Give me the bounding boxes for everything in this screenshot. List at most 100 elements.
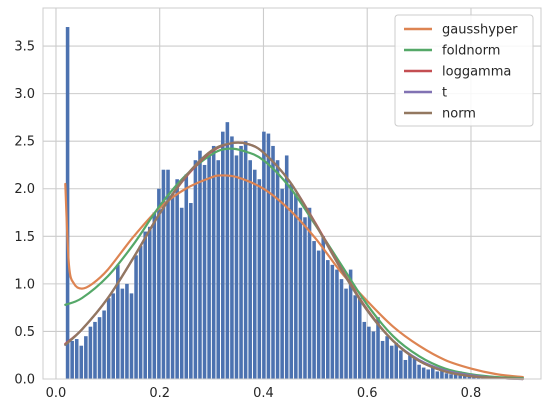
histogram-bar — [339, 279, 344, 379]
histogram-bar — [385, 336, 389, 379]
histogram-bar — [65, 27, 70, 380]
histogram-bar — [284, 155, 289, 379]
histogram-bar — [70, 340, 74, 379]
y-axis-ticks: 0.0 0.5 1.0 1.5 2.0 2.5 3.0 3.5 — [14, 40, 35, 388]
histogram-bar — [330, 264, 335, 379]
histogram-bar — [462, 375, 467, 379]
histogram-bar — [376, 317, 380, 379]
histogram-bar — [303, 217, 307, 379]
histogram-bar — [298, 207, 303, 379]
histogram-bar — [476, 377, 481, 379]
histogram-bar — [230, 136, 234, 379]
histogram-bar — [294, 193, 298, 379]
histogram-bar — [175, 179, 179, 379]
histogram-bar — [184, 174, 189, 379]
legend-label-gausshyper: gausshyper — [442, 23, 518, 38]
y-tick-label: 0.5 — [14, 325, 35, 340]
histogram-bar — [367, 326, 371, 379]
histogram-bar — [243, 141, 248, 379]
histogram-bar — [170, 193, 175, 379]
histogram-bar — [380, 340, 385, 379]
histogram-bar — [307, 207, 312, 379]
histogram-bar — [335, 269, 339, 379]
histogram-bar — [102, 310, 106, 379]
y-tick-label: 2.5 — [14, 135, 35, 150]
histogram-bar — [134, 255, 138, 379]
histogram-bar — [421, 367, 426, 379]
histogram-bar — [266, 133, 271, 379]
histogram-bar — [202, 164, 207, 379]
histogram-bar — [435, 371, 440, 379]
y-tick-label: 3.0 — [14, 87, 35, 102]
histogram-bar — [289, 183, 294, 379]
histogram-bar — [79, 345, 84, 379]
histogram-bar — [275, 160, 280, 379]
histogram-bar — [348, 269, 353, 379]
histogram-bar — [216, 160, 221, 379]
histogram-bar — [453, 373, 458, 379]
legend-label-foldnorm: foldnorm — [442, 44, 500, 59]
legend-label-t: t — [442, 86, 447, 101]
histogram-bar — [316, 250, 321, 379]
histogram-bar — [408, 355, 412, 379]
histogram-bar — [120, 288, 125, 379]
histogram-bar — [326, 260, 330, 379]
histogram-bar — [239, 145, 243, 379]
histogram-bar — [389, 345, 394, 379]
curve-foldnorm — [64, 147, 524, 380]
histogram-bar — [344, 288, 348, 379]
histogram-bar — [93, 321, 97, 379]
histogram-bar — [248, 160, 252, 379]
histogram-bar — [129, 293, 134, 379]
histogram-bar — [138, 245, 143, 379]
histogram-bar — [193, 160, 198, 379]
histogram-bar — [426, 369, 431, 379]
histogram-bar — [262, 131, 266, 379]
histogram-bar — [74, 339, 79, 379]
histogram-bar — [312, 241, 316, 379]
histogram-bar — [412, 358, 417, 379]
histogram-bar — [97, 317, 102, 379]
fitted-curves — [64, 141, 524, 381]
histogram-bar — [234, 155, 239, 379]
y-tick-label: 2.0 — [14, 182, 35, 197]
y-tick-label: 1.0 — [14, 277, 35, 292]
histogram-bar — [225, 122, 230, 380]
histogram-bar — [161, 169, 166, 379]
legend: gausshyper foldnorm loggamma t norm — [394, 14, 534, 127]
legend-label-loggamma: loggamma — [442, 65, 511, 80]
histogram-bar — [362, 321, 367, 379]
histogram-bar — [88, 326, 93, 379]
x-tick-label: 0.0 — [46, 386, 67, 401]
histogram-bar — [157, 188, 161, 379]
y-tick-label: 1.5 — [14, 230, 35, 245]
histogram-bar — [147, 226, 152, 379]
histogram-bar — [403, 359, 408, 379]
histogram-bar — [357, 298, 362, 379]
x-axis-ticks: 0.0 0.2 0.4 0.6 0.8 — [46, 386, 482, 401]
x-tick-label: 0.2 — [149, 386, 170, 401]
plot-frame — [42, 7, 542, 380]
histogram-bar — [431, 367, 435, 379]
curve-norm — [64, 141, 524, 381]
histogram-bar — [252, 169, 257, 379]
histogram-bar — [321, 236, 326, 379]
histogram-bar — [449, 374, 453, 379]
y-tick-label: 0.0 — [14, 373, 35, 388]
histogram-bar — [221, 131, 225, 379]
histogram-bar — [394, 342, 399, 379]
histogram-bar — [371, 331, 376, 379]
x-tick-label: 0.4 — [253, 386, 274, 401]
histogram-bar — [399, 350, 403, 379]
histogram-bar — [211, 145, 216, 379]
histogram-bar — [111, 293, 116, 379]
histogram-bar — [189, 203, 193, 379]
histogram-bar — [166, 169, 170, 379]
histogram-bar — [152, 212, 157, 379]
histogram-bar — [207, 155, 211, 379]
histogram-bar — [106, 298, 111, 379]
histogram-bar — [143, 231, 147, 379]
histogram-bar — [440, 369, 444, 379]
histogram-bar — [198, 150, 202, 379]
